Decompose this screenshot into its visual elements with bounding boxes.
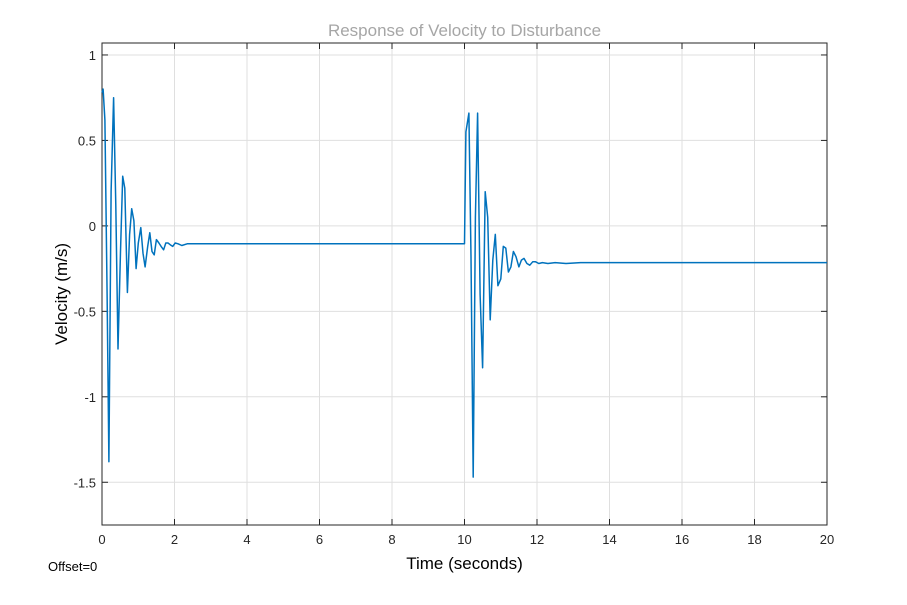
x-tick-label: 18 — [747, 532, 761, 547]
series-line-velocity — [101, 88, 827, 478]
x-tick-label: 20 — [820, 532, 834, 547]
x-axis-label: Time (seconds) — [406, 554, 523, 573]
y-tick-label: -1.5 — [74, 475, 96, 490]
y-tick-label: 0.5 — [78, 133, 96, 148]
x-tick-label: 14 — [602, 532, 616, 547]
x-tick-label: 4 — [243, 532, 250, 547]
y-tick-labels: 1 0.5 0 -0.5 -1 -1.5 — [74, 48, 96, 490]
x-tick-label: 16 — [675, 532, 689, 547]
grid-lines — [101, 43, 828, 525]
x-tick-label: 2 — [171, 532, 178, 547]
offset-label: Offset=0 — [48, 559, 98, 574]
y-tick-label: -0.5 — [74, 304, 96, 319]
x-tick-label: 8 — [388, 532, 395, 547]
x-tick-label: 0 — [98, 532, 105, 547]
y-axis-label: Velocity (m/s) — [52, 243, 71, 345]
chart-title: Response of Velocity to Disturbance — [328, 21, 601, 40]
y-tick-label: 1 — [89, 48, 96, 63]
x-tick-labels: 0 2 4 6 8 10 12 14 16 18 20 — [98, 532, 834, 547]
x-tick-label: 6 — [316, 532, 323, 547]
tick-marks — [101, 43, 828, 525]
y-tick-label: 0 — [89, 219, 96, 234]
x-tick-label: 10 — [457, 532, 471, 547]
y-tick-label: -1 — [84, 390, 96, 405]
x-tick-label: 12 — [530, 532, 544, 547]
